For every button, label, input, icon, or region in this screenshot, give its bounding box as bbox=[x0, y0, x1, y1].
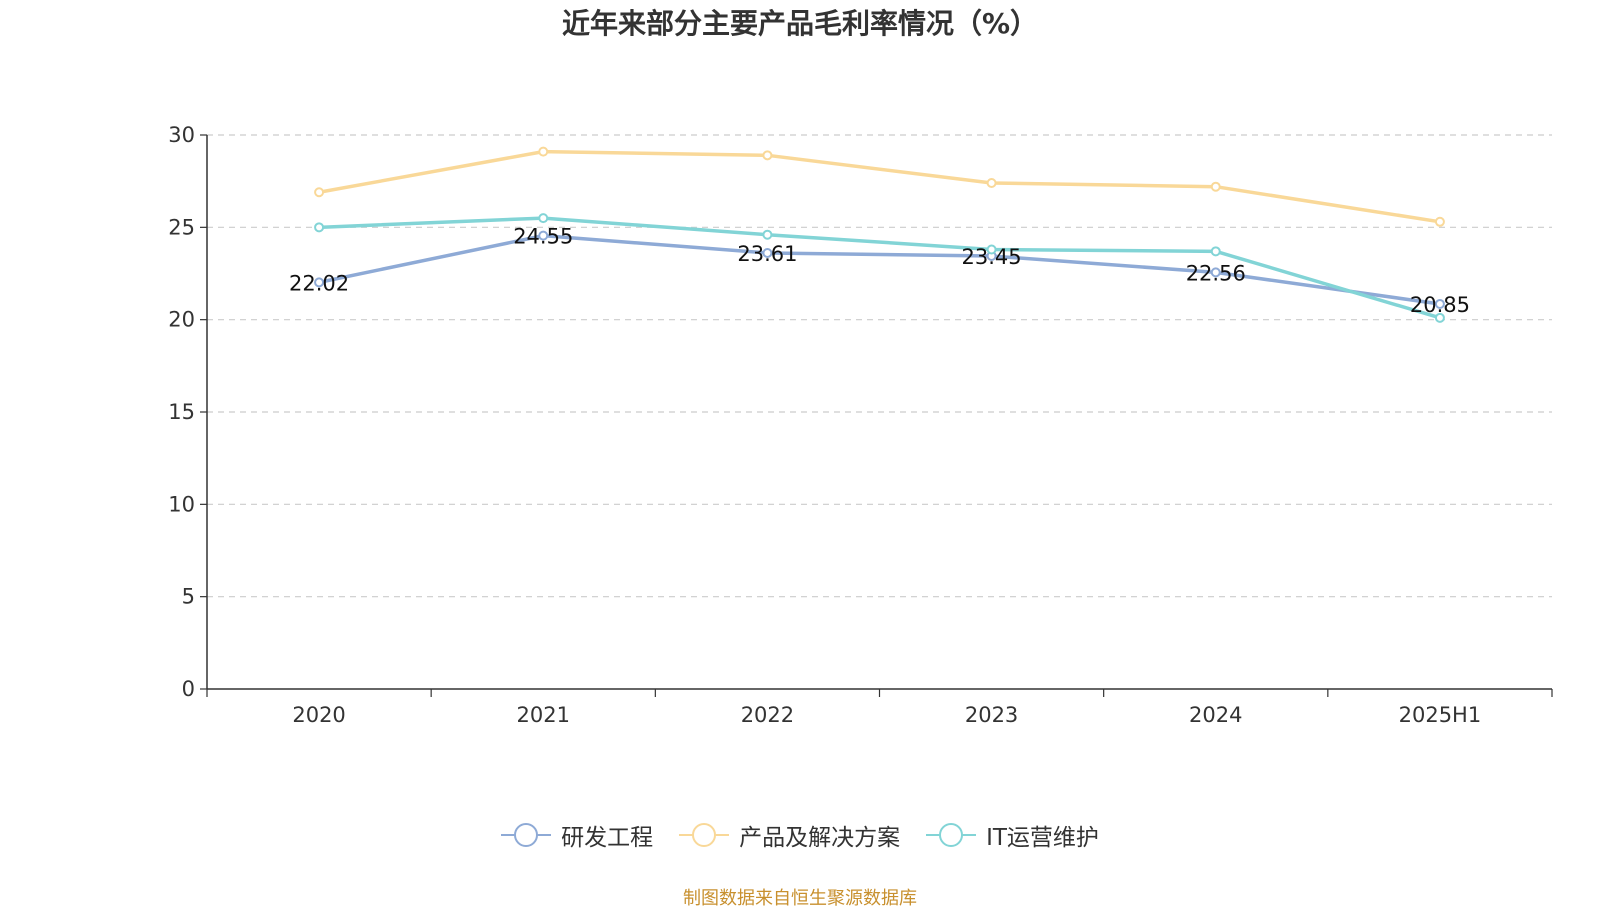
series-line-1 bbox=[317, 149, 1442, 224]
x-tick-label: 2021 bbox=[517, 703, 570, 727]
x-tick-label: 2022 bbox=[741, 703, 794, 727]
x-tick-label: 2020 bbox=[292, 703, 345, 727]
data-point[interactable] bbox=[1434, 216, 1445, 227]
data-point[interactable] bbox=[1210, 267, 1221, 278]
source-note: 制图数据来自恒生聚源数据库 bbox=[683, 888, 917, 909]
data-label: 22.02 bbox=[289, 271, 349, 295]
legend-marker-icon bbox=[501, 823, 552, 847]
series-line-0 bbox=[317, 233, 1442, 306]
data-point[interactable] bbox=[762, 229, 773, 240]
legend-item-2[interactable]: IT运营维护 bbox=[926, 818, 1099, 852]
x-tick-label: 2023 bbox=[965, 703, 1018, 727]
legend-item-0[interactable]: 研发工程 bbox=[501, 818, 653, 852]
y-tick-label: 15 bbox=[168, 400, 195, 424]
data-point[interactable] bbox=[1434, 312, 1445, 323]
data-point[interactable] bbox=[538, 146, 549, 157]
data-label: 22.56 bbox=[1186, 261, 1246, 285]
legend-label: IT运营维护 bbox=[986, 825, 1099, 851]
data-label: 20.85 bbox=[1410, 293, 1470, 317]
data-point[interactable] bbox=[314, 277, 325, 288]
chart-title: 近年来部分主要产品毛利率情况（%） bbox=[561, 7, 1039, 40]
data-point[interactable] bbox=[1210, 246, 1221, 257]
data-point[interactable] bbox=[538, 213, 549, 224]
legend-label: 研发工程 bbox=[561, 825, 654, 851]
y-tick-label: 30 bbox=[168, 123, 195, 147]
data-point[interactable] bbox=[986, 244, 997, 255]
y-tick-label: 25 bbox=[168, 215, 195, 239]
y-tick-label: 0 bbox=[182, 677, 195, 701]
y-tick-label: 20 bbox=[168, 308, 195, 332]
series-line-2 bbox=[317, 216, 1442, 320]
data-point[interactable] bbox=[986, 178, 997, 189]
data-point[interactable] bbox=[314, 222, 325, 233]
y-tick-label: 5 bbox=[182, 585, 195, 609]
data-labels: 22.02 24.55 23.61 23.45 22.56 20.85 bbox=[289, 225, 1470, 317]
data-label: 24.55 bbox=[513, 225, 573, 249]
legend: 研发工程 产品及解决方案 IT运营维护 bbox=[0, 818, 1600, 852]
grid-lines bbox=[207, 134, 1552, 598]
axes: 0 5 10 15 20 25 30 2020 2021 2022 2023 2024 2025H1 bbox=[168, 123, 1553, 727]
data-label: 23.61 bbox=[737, 242, 797, 266]
data-point[interactable] bbox=[762, 150, 773, 161]
legend-marker-icon bbox=[926, 823, 977, 847]
legend-marker-icon bbox=[679, 823, 730, 847]
data-point[interactable] bbox=[762, 248, 773, 259]
y-tick-label: 10 bbox=[168, 492, 195, 516]
x-tick-label: 2025H1 bbox=[1399, 703, 1482, 727]
legend-item-1[interactable]: 产品及解决方案 bbox=[679, 818, 900, 852]
data-point[interactable] bbox=[1434, 298, 1445, 309]
legend-label: 产品及解决方案 bbox=[739, 825, 901, 851]
data-label: 23.45 bbox=[962, 245, 1022, 269]
data-point[interactable] bbox=[1210, 181, 1221, 192]
x-tick-label: 2024 bbox=[1189, 703, 1242, 727]
data-point[interactable] bbox=[314, 187, 325, 198]
data-point[interactable] bbox=[538, 230, 549, 241]
series-lines bbox=[314, 146, 1445, 323]
